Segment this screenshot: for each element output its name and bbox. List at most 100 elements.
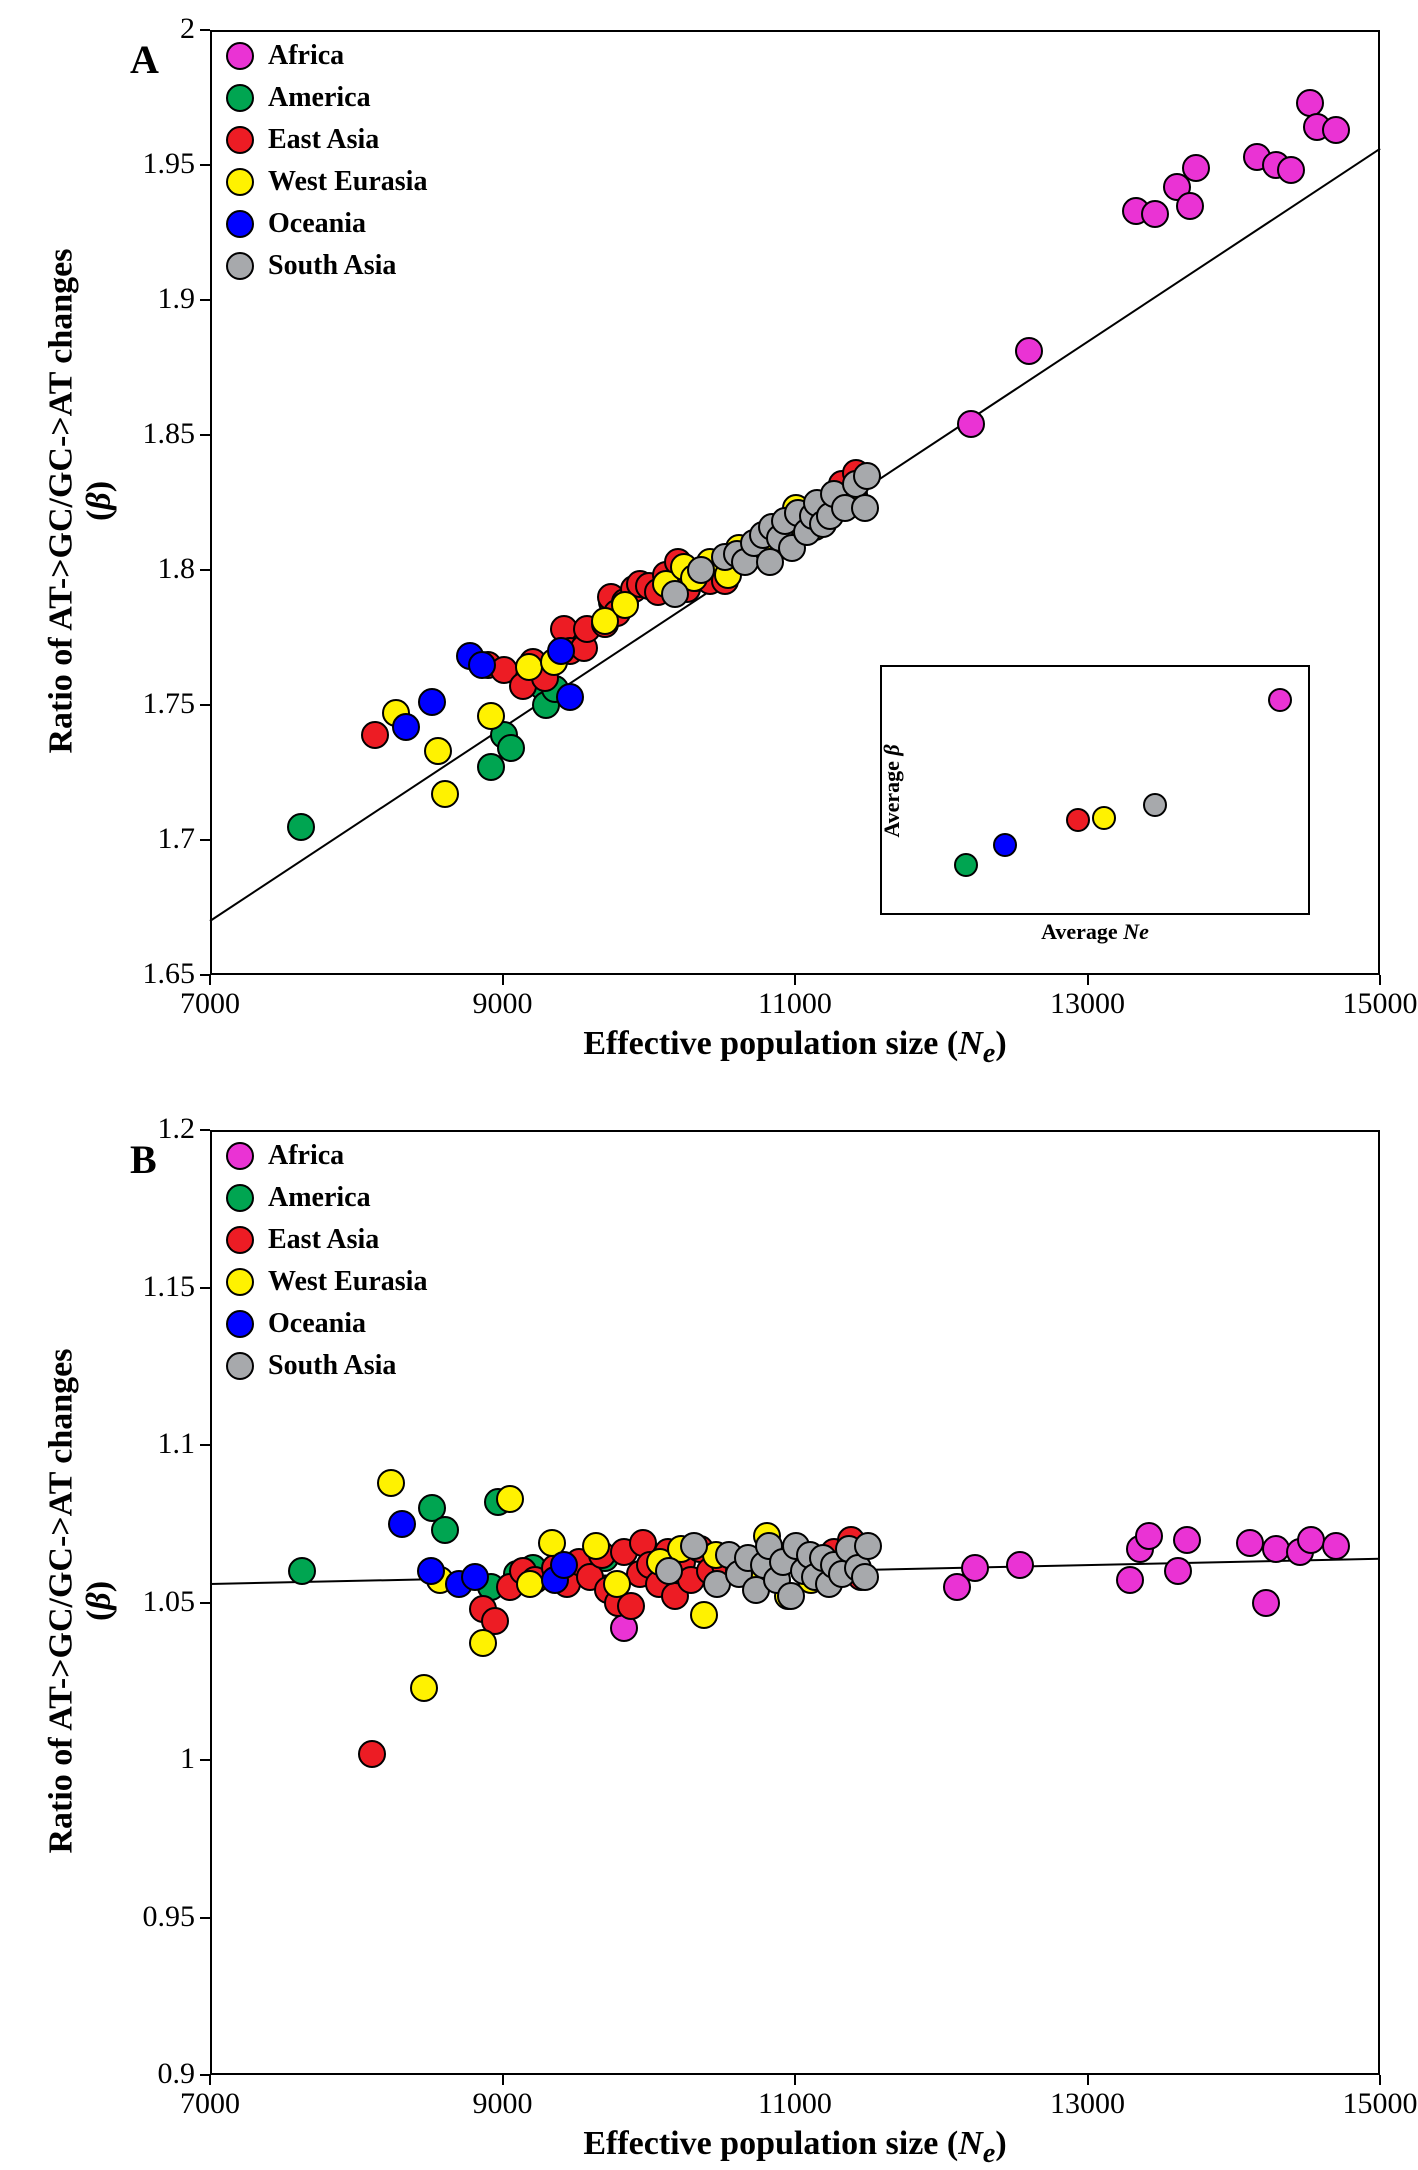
panelA-point — [392, 713, 420, 741]
panelA-inset-ylabel: Average β — [879, 666, 905, 916]
panelA-point — [515, 653, 543, 681]
panelA-ylabel-line1: Ratio of AT->GC/GC->AT changes — [42, 28, 80, 973]
panelB-point — [410, 1674, 438, 1702]
panelB-legend-label: East Asia — [268, 1224, 379, 1256]
panelA-inset-point — [1092, 806, 1116, 830]
panelA-legend-item: East Asia — [226, 124, 379, 156]
panelA-legend-marker — [226, 210, 254, 238]
panelB-point — [854, 1532, 882, 1560]
panelA-inset-point — [1066, 808, 1090, 832]
panelA-point — [611, 591, 639, 619]
panelB-xtick-mark — [1087, 2075, 1089, 2085]
panelB-point — [388, 1510, 416, 1538]
panelA-ytick-mark — [200, 704, 210, 706]
panelA-xtick-mark — [1379, 975, 1381, 985]
panelB-xtick-mark — [209, 2075, 211, 2085]
panelB-point — [655, 1557, 683, 1585]
panelA-point — [424, 737, 452, 765]
panelA-inset-point — [1268, 688, 1292, 712]
panelA-inset-point — [1143, 793, 1167, 817]
panelA-point — [661, 580, 689, 608]
panelB-xtick-mark — [502, 2075, 504, 2085]
panelB-ytick-mark — [200, 1129, 210, 1131]
panelB-legend-label: South Asia — [268, 1350, 396, 1382]
panelB-point — [1116, 1566, 1144, 1594]
panelA-point — [361, 721, 389, 749]
panelA-point — [431, 780, 459, 808]
panelA-xtick-label: 7000 — [150, 987, 270, 1021]
panelA-legend-label: America — [268, 82, 371, 114]
panelA-ytick-mark — [200, 29, 210, 31]
panelA-inset-point — [954, 853, 978, 877]
panelB-ytick-label: 1.05 — [110, 1585, 195, 1619]
panelB-legend-item: South Asia — [226, 1350, 396, 1382]
panelB-ytick-label: 1.2 — [110, 1112, 195, 1146]
panelA-ytick-label: 1.95 — [110, 147, 195, 181]
panelA-ytick-label: 1.9 — [110, 282, 195, 316]
panelB-point — [777, 1582, 805, 1610]
panelB-ytick-label: 1.1 — [110, 1427, 195, 1461]
panelB-legend-marker — [226, 1226, 254, 1254]
panelB-legend-marker — [226, 1352, 254, 1380]
panelA-ytick-label: 2 — [110, 12, 195, 46]
panelA-point — [497, 734, 525, 762]
panelB-point — [851, 1563, 879, 1591]
panelB-legend-marker — [226, 1310, 254, 1338]
panelA-xlabel-text: Effective population size (Ne) — [583, 1025, 1006, 1062]
panelB-ytick-label: 0.9 — [110, 2057, 195, 2091]
panelA-legend-item: West Eurasia — [226, 166, 427, 198]
panelB-legend-marker — [226, 1184, 254, 1212]
panelB-xtick-label: 9000 — [443, 2087, 563, 2121]
panelB-legend-label: Africa — [268, 1140, 344, 1172]
panelA-legend-marker — [226, 84, 254, 112]
panelA-legend-marker — [226, 168, 254, 196]
panelA-xtick-mark — [1087, 975, 1089, 985]
panelA-legend-marker — [226, 126, 254, 154]
panelB-legend-marker — [226, 1268, 254, 1296]
panelA-legend-item: South Asia — [226, 250, 396, 282]
panelB-xtick-label: 11000 — [735, 2087, 855, 2121]
panelB-legend-label: Oceania — [268, 1308, 366, 1340]
panelB-point — [496, 1485, 524, 1513]
panelA-ytick-mark — [200, 839, 210, 841]
panelA-point — [468, 651, 496, 679]
panelA-inset-xlabel: Average Ne — [880, 919, 1310, 945]
panelB-point — [288, 1557, 316, 1585]
panelB-point — [377, 1469, 405, 1497]
panelB-xlabel: Effective population size (Ne) — [210, 2125, 1380, 2170]
panelB-ylabel: Ratio of AT->GC/GC->AT changes(β) — [42, 1128, 118, 2073]
panelB-point — [680, 1532, 708, 1560]
figure-root: A1.651.71.751.81.851.91.9527000900011000… — [0, 0, 1418, 2155]
panelA-legend-marker — [226, 252, 254, 280]
panelB-point — [690, 1601, 718, 1629]
panelA-legend-label: South Asia — [268, 250, 396, 282]
panelB-xtick-label: 13000 — [1028, 2087, 1148, 2121]
panelA-point — [1322, 116, 1350, 144]
panelB-legend-item: Oceania — [226, 1308, 366, 1340]
panelA-ytick-mark — [200, 434, 210, 436]
panelB-point — [1322, 1532, 1350, 1560]
panelA-point — [477, 702, 505, 730]
panelA-ylabel-line2: (β) — [80, 28, 118, 973]
panelA-legend-marker — [226, 42, 254, 70]
panelA-point — [418, 688, 446, 716]
panelB-point — [603, 1570, 631, 1598]
panelA-point — [853, 462, 881, 490]
panelB-point — [550, 1551, 578, 1579]
panelB-legend-item: Africa — [226, 1140, 344, 1172]
panelA-legend-label: West Eurasia — [268, 166, 427, 198]
panelB-ytick-mark — [200, 1759, 210, 1761]
panelA-ytick-label: 1.75 — [110, 687, 195, 721]
panelB-point — [469, 1629, 497, 1657]
panelB-xlabel-text: Effective population size (Ne) — [583, 2125, 1006, 2162]
panelA-xtick-label: 13000 — [1028, 987, 1148, 1021]
panelA-point — [851, 494, 879, 522]
panelA-ytick-mark — [200, 164, 210, 166]
panelB-point — [1135, 1522, 1163, 1550]
panelB-ylabel-line1: Ratio of AT->GC/GC->AT changes — [42, 1128, 80, 2073]
panelA-point — [1277, 156, 1305, 184]
panelA-point — [1015, 337, 1043, 365]
panelB-point — [961, 1554, 989, 1582]
panelA-inset — [880, 665, 1310, 915]
panelA-xtick-label: 11000 — [735, 987, 855, 1021]
